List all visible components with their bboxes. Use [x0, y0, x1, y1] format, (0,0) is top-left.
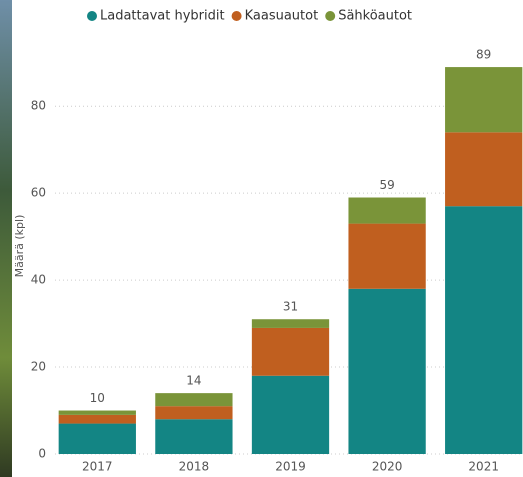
bar-segment	[251, 319, 330, 328]
bar-segment	[251, 327, 330, 376]
legend: Ladattavat hybridit Kaasuautot Sähköautot	[87, 9, 412, 24]
y-tick-label: 60	[31, 186, 46, 200]
total-label: 31	[283, 300, 298, 314]
x-tick-label: 2018	[179, 460, 210, 474]
legend-label: Sähköautot	[338, 9, 412, 24]
x-tick-label: 2021	[468, 460, 499, 474]
bar-segment	[445, 132, 523, 207]
y-tick-label: 80	[31, 99, 46, 113]
bar-segment	[348, 223, 426, 289]
legend-marker	[231, 11, 242, 21]
x-tick-label: 2017	[82, 460, 113, 474]
x-tick-label: 2019	[275, 460, 306, 474]
legend-marker	[325, 11, 336, 21]
legend-label: Kaasuautot	[245, 9, 319, 24]
bar-segment	[58, 410, 136, 415]
total-label: 10	[90, 391, 105, 405]
total-label: 59	[379, 178, 394, 192]
y-tick-label: 40	[31, 273, 46, 287]
bar-segment	[155, 393, 233, 407]
bar-segment	[155, 419, 233, 454]
y-tick-label: 20	[31, 360, 46, 374]
bar-segment	[155, 406, 233, 420]
y-tick-label: 0	[38, 447, 46, 461]
total-label: 14	[186, 374, 201, 388]
bar-segment	[58, 423, 136, 454]
legend-marker	[87, 11, 97, 21]
x-tick-label: 2020	[372, 460, 403, 474]
bar-segment	[445, 206, 523, 454]
legend-label: Ladattavat hybridit	[100, 9, 225, 24]
bar-segment	[445, 67, 523, 133]
bar-segment	[348, 197, 426, 224]
bar-segment	[251, 375, 330, 454]
background-photo	[0, 0, 12, 477]
total-label: 89	[476, 48, 491, 62]
bar-segment	[348, 288, 426, 454]
bar-segment	[58, 414, 136, 424]
y-axis-label: Määrä (kpl)	[13, 215, 26, 278]
